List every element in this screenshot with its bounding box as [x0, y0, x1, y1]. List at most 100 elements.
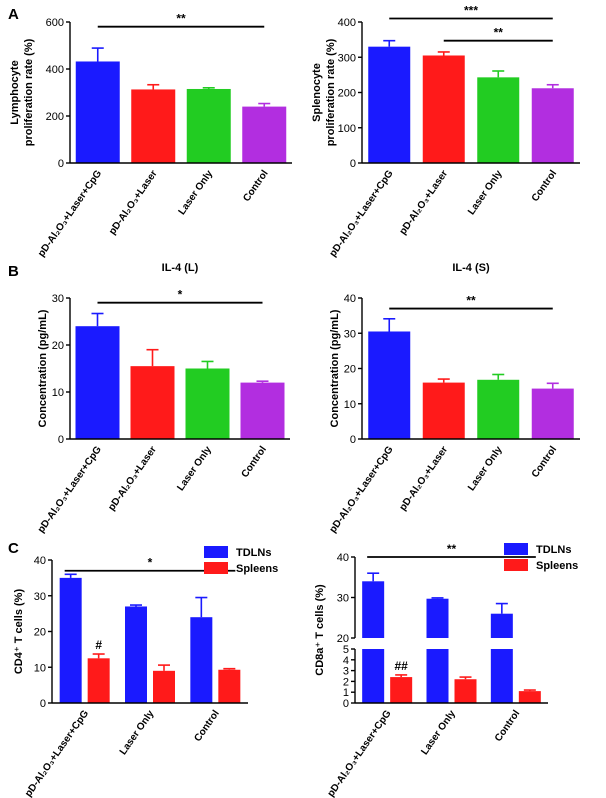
- bar: [422, 382, 465, 439]
- y-tick-label: 20: [337, 633, 349, 645]
- category-label: pD-Al₂O₃+Laser+CpG: [23, 708, 91, 798]
- category-label: Laser Only: [175, 444, 214, 493]
- category-label: pD-Al₂O₃+Laser: [398, 168, 451, 237]
- bar: [75, 326, 120, 439]
- bar-spleens: [390, 677, 413, 703]
- y-tick-label: 2: [343, 676, 349, 688]
- y-axis-label: proliferation rate (%): [23, 38, 35, 146]
- significance-label: **: [447, 542, 457, 556]
- category-label: Laser Only: [118, 708, 157, 757]
- chart-title: IL-4 (L): [162, 262, 199, 274]
- y-axis-label: CD8a⁺ T cells (%): [314, 584, 326, 676]
- chart-splenocyte-proliferation: pD-Al₂O₃+Laser+CpG pD-Al₂O₃+Laser Laser On…: [311, 3, 580, 259]
- significance-label: *: [178, 288, 183, 302]
- bar: [368, 46, 411, 163]
- y-tick-label: 40: [34, 555, 46, 567]
- y-tick-label: 30: [34, 591, 46, 603]
- category-label: Control: [530, 168, 560, 204]
- y-tick-label: 600: [46, 17, 64, 29]
- bar: [477, 379, 520, 439]
- chart-il4-lymph: IL-4 (L) pD-Al₂O₃+Laser+CpG pD-Al₂O₃+Laser…: [36, 262, 290, 535]
- chart-lymphocyte-proliferation: pD-Al₂O₃+Laser+CpG pD-Al₂O₃+Laser Laser On…: [9, 12, 292, 259]
- y-tick-label: 100: [338, 123, 356, 135]
- y-axis-label: Splenocyte: [311, 63, 323, 122]
- y-tick-label: 400: [338, 17, 356, 29]
- category-label: Control: [192, 708, 222, 744]
- y-tick-label: 400: [46, 64, 64, 76]
- y-axis-label: Lymphocyte: [9, 60, 21, 124]
- bar-spleens: [87, 658, 110, 703]
- y-tick-label: 4: [343, 655, 349, 667]
- bar-spleens: [153, 670, 175, 703]
- bar-tdlns: [59, 577, 82, 703]
- legend-label-tdlns: TDLNs: [236, 547, 271, 559]
- category-label: Laser Only: [466, 444, 505, 493]
- bar-spleens: [454, 679, 477, 703]
- significance-label: **: [494, 26, 504, 40]
- bar-spleens: [218, 669, 241, 703]
- y-tick-label: 0: [40, 698, 46, 710]
- panel-letter-b: B: [8, 263, 19, 280]
- bar: [131, 89, 176, 163]
- y-tick-label: 0: [58, 434, 64, 446]
- panel-letter-c: C: [8, 540, 19, 557]
- y-tick-label: 0: [58, 158, 64, 170]
- category-label: pD-Al₂O₃+Laser: [107, 168, 160, 237]
- significance-label: ***: [464, 3, 478, 17]
- axis-break-gap: [361, 638, 386, 649]
- y-tick-label: 30: [344, 328, 356, 340]
- y-axis-label: Concentration (pg/mL): [329, 309, 341, 427]
- bar-tdlns: [426, 598, 449, 703]
- legend-swatch-tdlns: [504, 543, 528, 555]
- y-tick-label: 5: [343, 644, 349, 656]
- y-axis-label: Concentration (pg/mL): [37, 309, 49, 427]
- category-label: pD-Al₂O₃+Laser: [398, 444, 451, 513]
- category-label: pD-Al₂O₃+Laser+CpG: [328, 444, 396, 535]
- category-label: pD-Al₂O₃+Laser+CpG: [36, 168, 104, 259]
- y-axis-label: proliferation rate (%): [325, 38, 337, 146]
- bar: [242, 106, 287, 163]
- y-tick-label: 200: [46, 111, 64, 123]
- bar-tdlns: [125, 606, 147, 703]
- y-tick-label: 20: [52, 340, 64, 352]
- category-label: pD-Al₂O₃+Laser+CpG: [326, 708, 394, 798]
- axis-break-gap: [425, 638, 450, 649]
- bar: [531, 388, 574, 439]
- y-tick-label: 40: [344, 293, 356, 305]
- category-label: Laser Only: [466, 168, 505, 217]
- bar: [240, 382, 285, 439]
- annotation-label: ##: [394, 659, 408, 673]
- bar: [185, 368, 230, 439]
- bar: [368, 331, 411, 439]
- category-label: Control: [530, 444, 560, 480]
- y-tick-label: 200: [338, 88, 356, 100]
- annotation-label: #: [95, 638, 102, 652]
- category-label: Laser Only: [177, 168, 216, 217]
- significance-label: **: [466, 294, 476, 308]
- legend-swatch-spleens: [204, 562, 228, 574]
- legend-swatch-spleens: [504, 559, 528, 571]
- bar-tdlns: [490, 613, 513, 703]
- significance-label: **: [176, 12, 186, 26]
- bar: [531, 88, 574, 163]
- category-label: Control: [241, 168, 271, 204]
- axis-break-gap: [489, 638, 514, 649]
- significance-label: *: [148, 556, 153, 570]
- y-tick-label: 300: [338, 52, 356, 64]
- category-label: Laser Only: [419, 708, 458, 757]
- chart-title: IL-4 (S): [452, 262, 490, 274]
- legend-label-spleens: Spleens: [236, 563, 278, 575]
- bar: [130, 366, 175, 439]
- y-tick-label: 0: [350, 434, 356, 446]
- y-tick-label: 10: [34, 662, 46, 674]
- y-tick-label: 20: [344, 364, 356, 376]
- bar: [422, 55, 465, 163]
- y-tick-label: 1: [343, 687, 349, 699]
- category-label: pD-Al₂O₃+Laser: [106, 444, 159, 513]
- bar: [477, 77, 520, 163]
- category-label: pD-Al₂O₃+Laser+CpG: [328, 168, 396, 259]
- panel-letter-a: A: [8, 6, 19, 23]
- category-label: Control: [240, 444, 270, 480]
- y-tick-label: 40: [337, 552, 349, 564]
